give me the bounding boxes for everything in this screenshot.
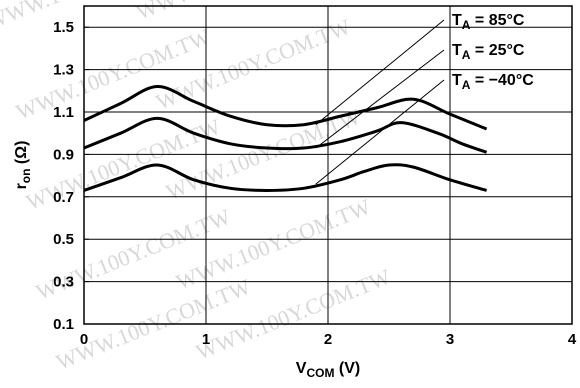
watermark-text: WWW.100Y.COM.TW (193, 264, 395, 365)
series-line-2 (83, 116, 488, 154)
legend-label-2: TA = 25°C (452, 42, 525, 62)
y-tick-label: 1.5 (53, 19, 74, 36)
y-axis-title: ron (Ω) (13, 141, 33, 190)
x-tick-label: 4 (568, 331, 577, 348)
y-tick-label: 0.1 (53, 316, 74, 333)
legend-label-3: TA = −40°C (452, 72, 534, 92)
x-tick-label: 2 (324, 331, 332, 348)
leader-line-2 (315, 49, 445, 149)
y-tick-label: 0.7 (53, 189, 74, 206)
x-axis-title: VCOM (V) (296, 360, 360, 380)
y-tick-label: 0.3 (53, 274, 74, 291)
series-line-1 (83, 85, 488, 131)
x-tick-label: 3 (446, 331, 454, 348)
y-tick-label: 0.9 (53, 146, 74, 163)
x-tick-label: 1 (202, 331, 210, 348)
grid (84, 6, 572, 324)
series-line-3 (83, 163, 488, 192)
y-tick-label: 1.3 (53, 62, 74, 79)
leader-line-1 (315, 19, 445, 126)
legend-label-1: TA = 85°C (452, 12, 525, 32)
y-tick-label: 0.5 (53, 231, 74, 248)
y-tick-label: 1.1 (53, 104, 74, 121)
watermark-text: WWW.100Y.COM.TW (153, 14, 355, 115)
leader-line-3 (315, 79, 445, 185)
x-tick-label: 0 (80, 331, 88, 348)
legend: TA = 85°C TA = 25°C TA = −40°C (315, 12, 534, 185)
watermark-text: WWW.100Y.COM.TW (133, 0, 335, 25)
watermark-text: WWW.100Y.COM.TW (13, 24, 215, 125)
